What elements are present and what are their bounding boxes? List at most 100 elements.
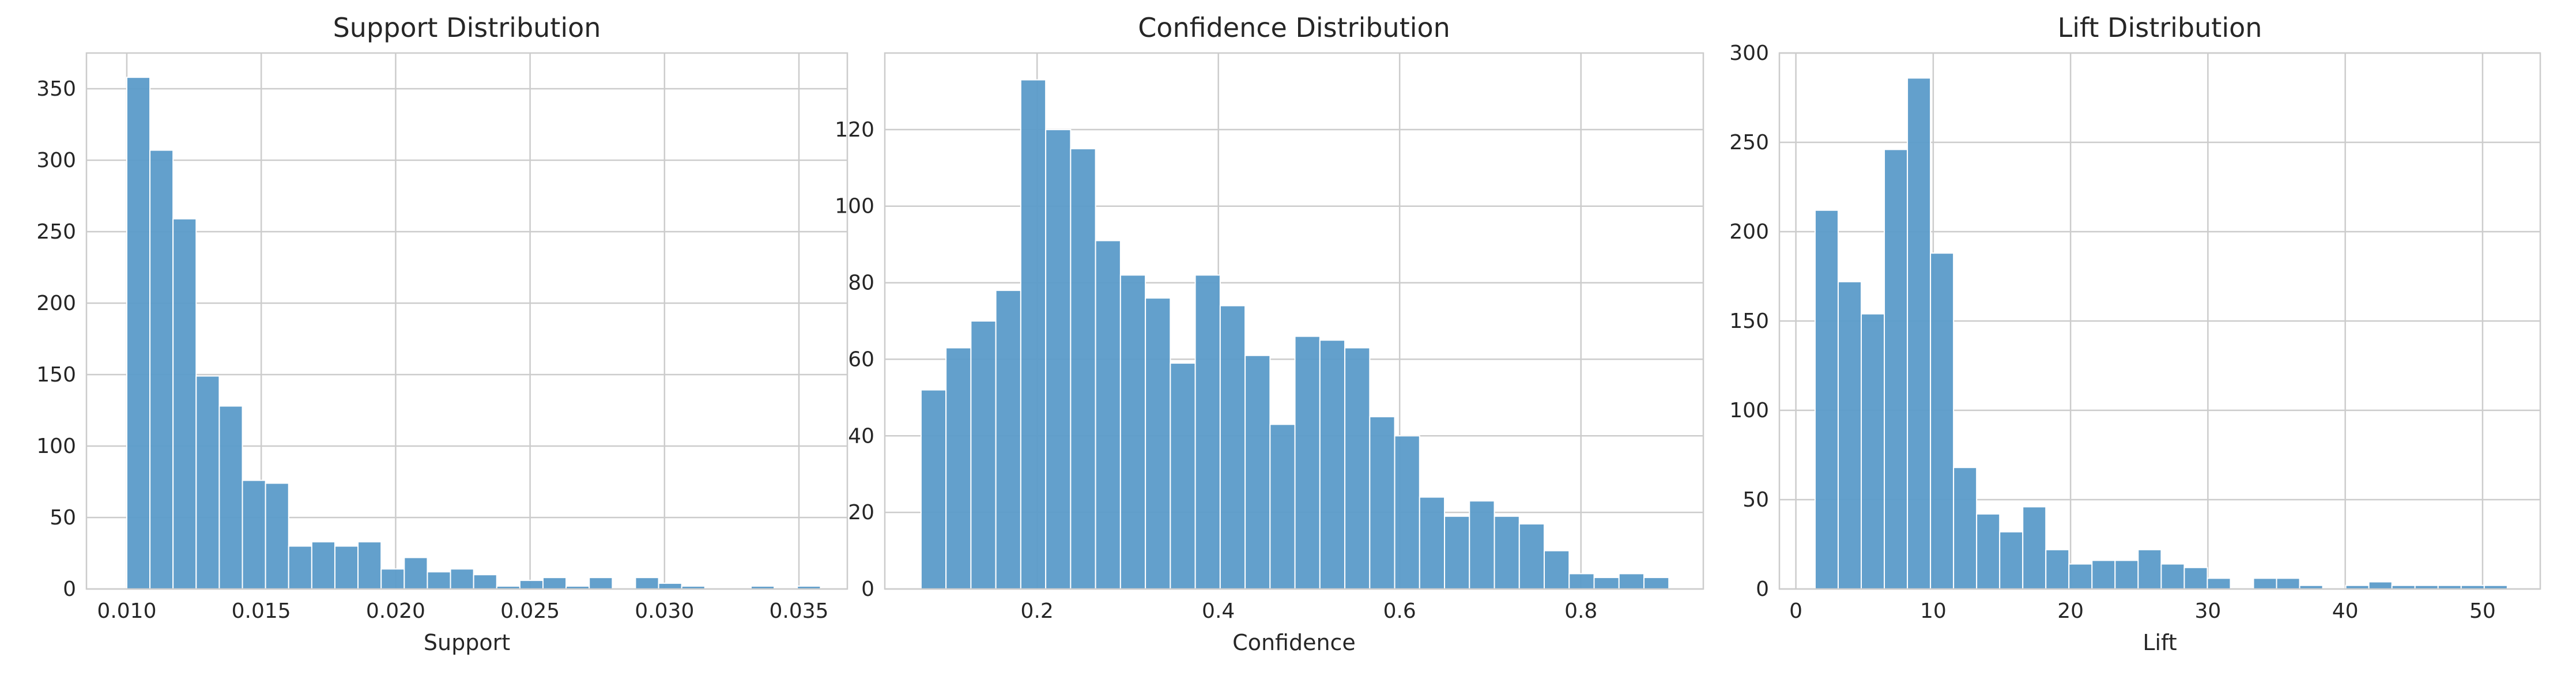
lift-bar [1861, 313, 1885, 590]
confidence-axes-frame [884, 52, 1704, 590]
confidence-bar [1269, 424, 1296, 590]
lift-x-tick-label: 40 [2332, 599, 2359, 623]
confidence-bar [1119, 274, 1146, 590]
lift-bar [2045, 549, 2070, 590]
confidence-y-tick-label: 20 [848, 501, 874, 524]
support-bar [589, 577, 613, 590]
confidence-bar [1469, 500, 1495, 590]
confidence-bar [995, 289, 1021, 590]
support-x-tick-label: 0.035 [770, 599, 829, 623]
lift-x-tick-label: 0 [1789, 599, 1802, 623]
lift-histogram: 0 50 100 150 200 250 300 0 10 20 30 40 50 Lift Distri… [1729, 12, 2541, 655]
support-y-tick-label: 250 [36, 220, 76, 244]
support-y-tick-label: 300 [36, 149, 76, 172]
confidence-bar [1394, 435, 1420, 590]
lift-bar [1953, 467, 1978, 590]
support-bar [357, 541, 382, 590]
confidence-bar [1643, 577, 1670, 590]
confidence-bar [1070, 148, 1096, 590]
confidence-bar [1593, 577, 1620, 590]
lift-bar [1999, 531, 2024, 590]
support-bars [126, 77, 821, 590]
confidence-x-tick-label: 0.4 [1202, 599, 1235, 623]
confidence-y-tick-label: 80 [848, 271, 874, 295]
lift-bar [2114, 560, 2139, 590]
support-bar [519, 580, 544, 590]
confidence-bar [1544, 550, 1570, 590]
lift-bar [2368, 581, 2393, 590]
lift-bar [1976, 513, 2001, 590]
lift-bar [2160, 563, 2185, 590]
support-histogram: 0 50 100 150 200 250 300 350 0.010 0.015 0.020 0.02… [36, 12, 848, 655]
confidence-y-tick-label: 120 [835, 118, 874, 142]
lift-y-tick-label: 50 [1743, 488, 1769, 512]
lift-bar [2022, 506, 2047, 590]
support-x-tick-label: 0.010 [97, 599, 156, 623]
support-bar [172, 218, 197, 590]
support-bar [149, 149, 174, 590]
confidence-bar [1244, 354, 1271, 590]
support-y-tick-label: 200 [36, 292, 76, 315]
lift-x-axis-label: Lift [2143, 630, 2177, 655]
lift-bar [1907, 77, 1932, 590]
support-bar [473, 574, 497, 590]
lift-chart-title: Lift Distribution [2058, 12, 2262, 43]
lift-x-tick-label: 20 [2057, 599, 2084, 623]
support-bar [334, 545, 359, 590]
support-bar [195, 375, 220, 590]
lift-bars [1814, 77, 2508, 590]
support-bar [380, 568, 405, 590]
confidence-bar [1319, 339, 1346, 590]
support-x-tick-label: 0.015 [232, 599, 291, 623]
confidence-bar [1045, 129, 1072, 590]
confidence-bar [920, 389, 947, 590]
support-bar [427, 571, 451, 590]
confidence-y-tick-label: 100 [835, 195, 874, 218]
support-x-axis-label: Support [424, 630, 510, 655]
support-y-tick-label: 150 [36, 363, 76, 387]
support-bar [635, 577, 659, 590]
support-y-tick-label: 350 [36, 77, 76, 101]
support-gridlines [86, 53, 847, 590]
support-bar [218, 405, 243, 590]
confidence-bars [920, 79, 1670, 590]
confidence-y-tick-label: 60 [848, 348, 874, 371]
lift-y-tick-label: 0 [1756, 577, 1769, 601]
support-bar [265, 482, 289, 590]
confidence-bar [1568, 573, 1595, 590]
support-bar [126, 77, 151, 590]
confidence-histogram: 0 20 40 60 80 100 120 0.2 0.4 0.6 0.8 Confidence Di… [835, 12, 1704, 655]
support-axes-frame [85, 52, 848, 590]
lift-y-tick-label: 300 [1729, 41, 1769, 65]
confidence-bar [1145, 297, 1171, 590]
confidence-x-axis-label: Confidence [1232, 630, 1356, 655]
support-y-tick-label: 100 [36, 435, 76, 458]
confidence-x-tick-label: 0.8 [1564, 599, 1597, 623]
lift-axes-frame [1778, 52, 2541, 590]
confidence-bar [1369, 416, 1396, 590]
confidence-bar [1419, 496, 1446, 590]
lift-bar [2137, 549, 2162, 590]
confidence-bar [1518, 523, 1545, 590]
confidence-chart-title: Confidence Distribution [1138, 12, 1450, 43]
lift-x-tick-label: 50 [2469, 599, 2496, 623]
lift-y-tick-label: 250 [1729, 131, 1769, 154]
lift-bar [1884, 149, 1909, 590]
support-x-tick-label: 0.020 [366, 599, 425, 623]
confidence-x-tick-label: 0.2 [1021, 599, 1054, 623]
confidence-bar [1344, 347, 1371, 590]
lift-bar [2207, 577, 2231, 590]
support-chart-title: Support Distribution [333, 12, 601, 43]
support-bar [658, 583, 682, 590]
confidence-y-tick-label: 40 [848, 424, 874, 448]
lift-bar [1930, 252, 1955, 590]
confidence-bar [945, 347, 972, 590]
confidence-y-tick-label: 0 [861, 577, 874, 601]
support-bar [311, 541, 335, 590]
support-bar [542, 577, 567, 590]
confidence-x-tick-label: 0.6 [1383, 599, 1416, 623]
lift-bar [2091, 560, 2116, 590]
lift-y-tick-label: 200 [1729, 220, 1769, 244]
confidence-bar [1194, 274, 1221, 590]
